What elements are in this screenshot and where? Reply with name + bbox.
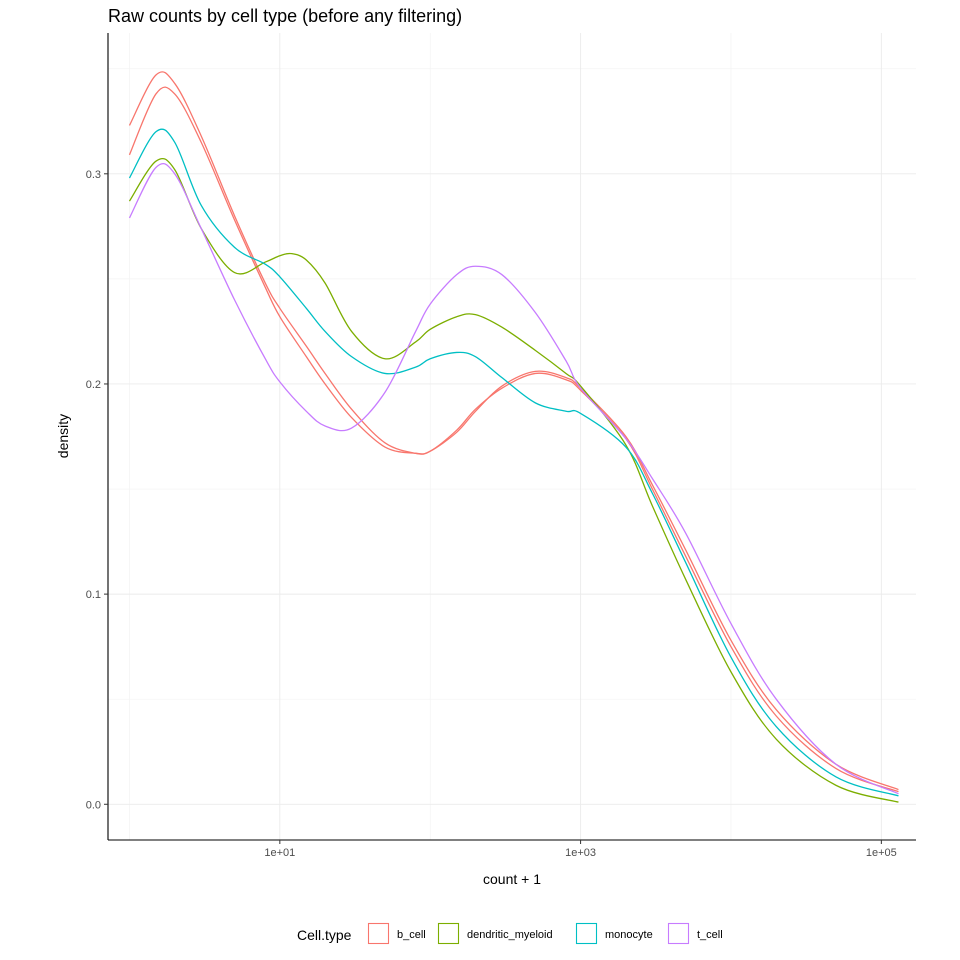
legend-key-monocyte <box>575 922 598 945</box>
series-line-b-cell <box>128 86 899 793</box>
y-axis-title: density <box>55 414 71 458</box>
series-line-monocyte <box>128 128 899 797</box>
y-tick-label: 0.2 <box>86 379 101 391</box>
y-tick-label: 0.3 <box>86 169 101 181</box>
legend-label-t-cell: t_cell <box>697 929 723 941</box>
x-tick-label: 1e+05 <box>866 847 897 859</box>
legend-label-b-cell: b_cell <box>397 929 426 941</box>
series-line-b-cell <box>128 71 899 791</box>
series-line-dendritic-myeloid <box>128 157 899 803</box>
legend-key-dendritic-myeloid <box>437 922 460 945</box>
legend: Cell.type b_cell dendritic_myeloid monocyt… <box>297 922 723 945</box>
y-axis-ticks: 0.0 0.1 0.2 0.3 <box>86 169 108 811</box>
series-line-t-cell <box>128 162 899 795</box>
grid <box>108 33 916 840</box>
legend-label-monocyte: monocyte <box>605 929 653 941</box>
legend-label-dendritic-myeloid: dendritic_myeloid <box>467 929 553 941</box>
y-tick-label: 0.0 <box>86 799 101 811</box>
legend-key-t-cell <box>667 922 690 945</box>
axes <box>107 33 916 841</box>
chart-title: Raw counts by cell type (before any filt… <box>108 6 462 26</box>
x-tick-label: 1e+01 <box>264 847 295 859</box>
legend-key-b-cell <box>367 922 390 945</box>
legend-title: Cell.type <box>297 927 352 943</box>
x-axis-title: count + 1 <box>483 871 541 887</box>
series-lines <box>128 71 899 803</box>
y-tick-label: 0.1 <box>86 589 101 601</box>
x-tick-label: 1e+03 <box>565 847 596 859</box>
x-axis-ticks: 1e+01 1e+03 1e+05 <box>264 840 897 859</box>
